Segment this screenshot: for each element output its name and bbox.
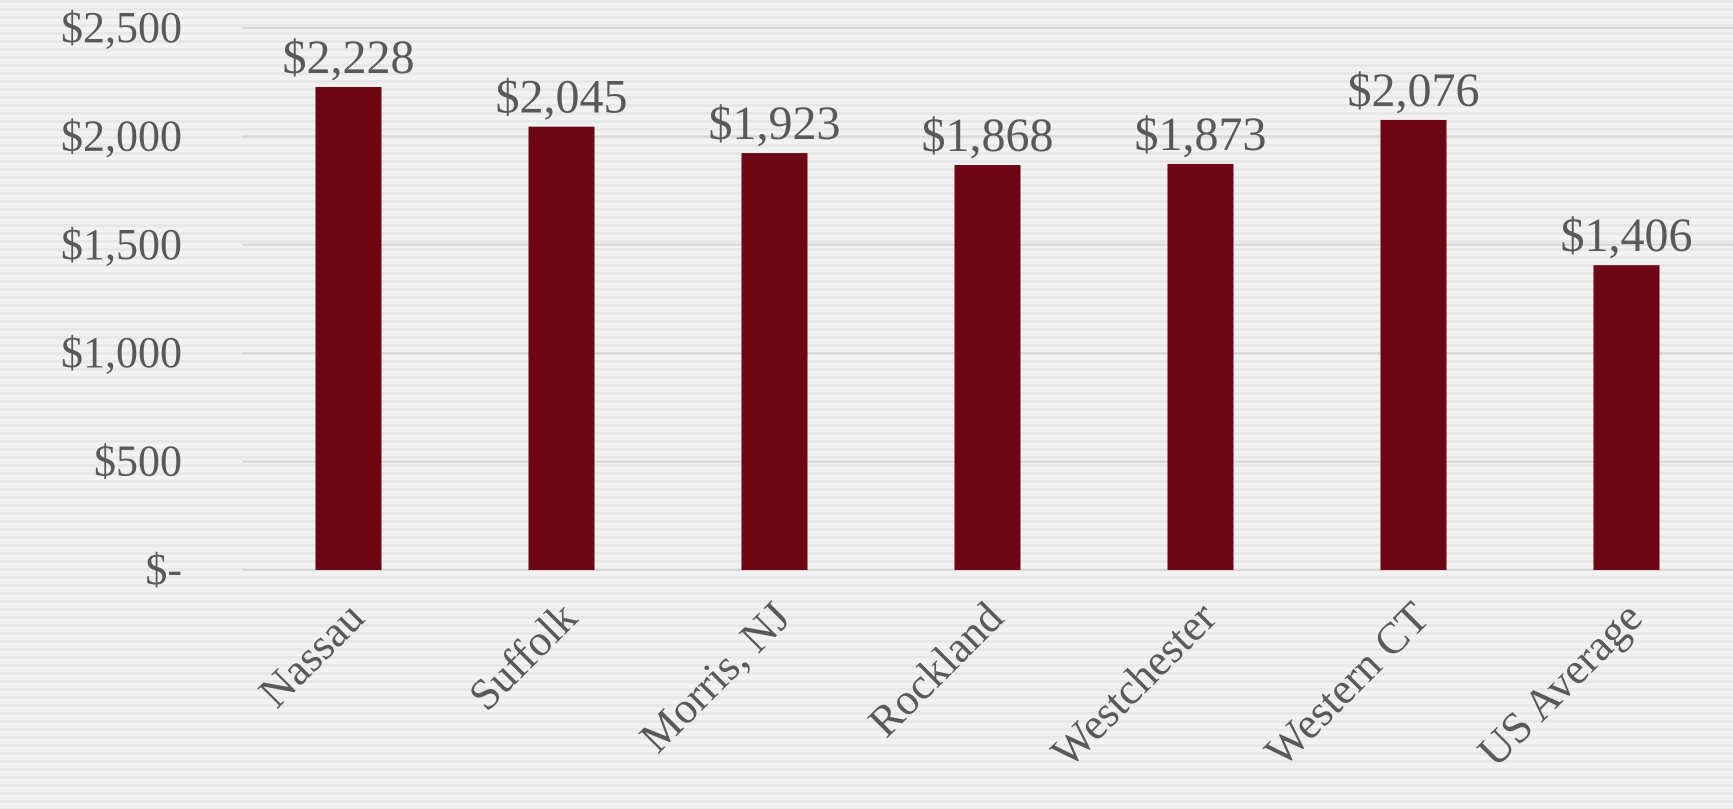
y-tick-label: $1,500 <box>61 220 182 269</box>
value-label: $1,868 <box>922 109 1054 162</box>
bar <box>1380 119 1447 570</box>
value-label: $2,076 <box>1348 64 1480 117</box>
y-tick-label: $2,000 <box>61 111 182 160</box>
bar <box>315 86 382 570</box>
value-label: $2,228 <box>283 31 415 84</box>
value-label: $1,923 <box>709 97 841 150</box>
y-tick-label: $2,500 <box>61 3 182 52</box>
value-label: $1,406 <box>1561 209 1693 262</box>
y-tick-label: $- <box>145 545 182 594</box>
y-tick-label: $500 <box>94 437 182 486</box>
bar <box>954 165 1021 571</box>
value-label: $1,873 <box>1135 108 1267 161</box>
bar <box>1167 163 1234 570</box>
bar <box>741 153 808 570</box>
y-tick-label: $1,000 <box>61 328 182 377</box>
bar <box>1593 265 1660 570</box>
value-label: $2,045 <box>496 71 628 124</box>
bar <box>528 126 595 571</box>
